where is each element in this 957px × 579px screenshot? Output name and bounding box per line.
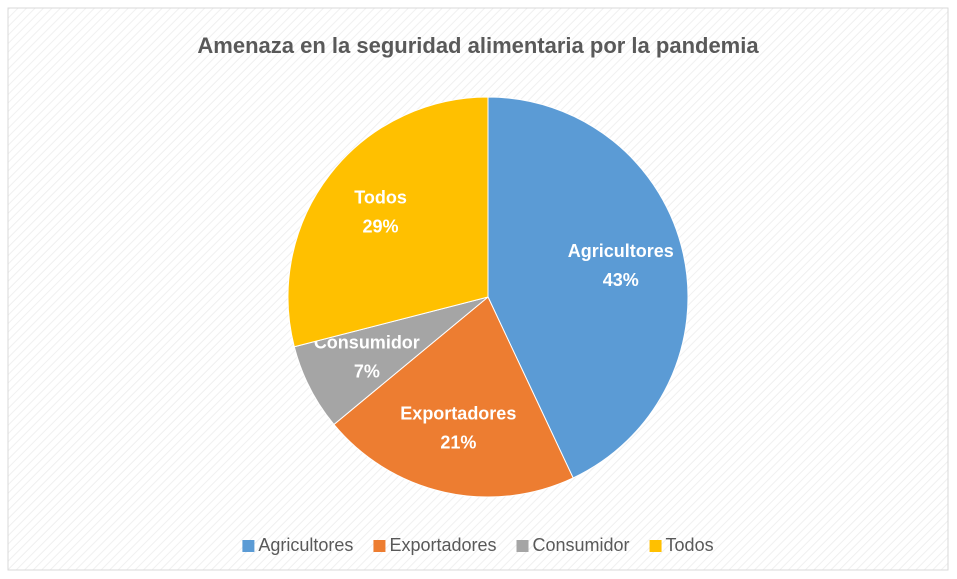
legend-swatch xyxy=(516,540,529,552)
legend-swatch xyxy=(373,540,386,552)
pie-slice xyxy=(287,96,489,348)
slice-value-label: 7% xyxy=(354,361,380,381)
pie: Agricultores 43% Exportadores 21% Consumidor… xyxy=(287,96,689,498)
legend-label: Agricultores xyxy=(258,535,353,555)
chart-title: Amenaza en la seguridad alimentaria por … xyxy=(197,33,759,58)
slice-value-label: 29% xyxy=(363,216,399,236)
pie-slice xyxy=(333,296,574,498)
slice-value-label: 21% xyxy=(440,432,476,452)
slice-category-label: Todos xyxy=(354,187,407,207)
slice-value-label: 43% xyxy=(603,270,639,290)
slice-category-label: Agricultores xyxy=(568,241,674,261)
legend-swatch xyxy=(649,540,662,552)
legend-swatch xyxy=(242,540,255,552)
slice-category-label: Consumidor xyxy=(314,332,420,352)
legend-label: Consumidor xyxy=(533,535,630,555)
pie-slice xyxy=(487,96,689,479)
legend-label: Exportadores xyxy=(389,535,496,555)
legend-label: Todos xyxy=(666,535,714,555)
slice-category-label: Exportadores xyxy=(400,403,516,423)
legend: Agricultores Exportadores Consumidor Todos xyxy=(242,535,714,555)
